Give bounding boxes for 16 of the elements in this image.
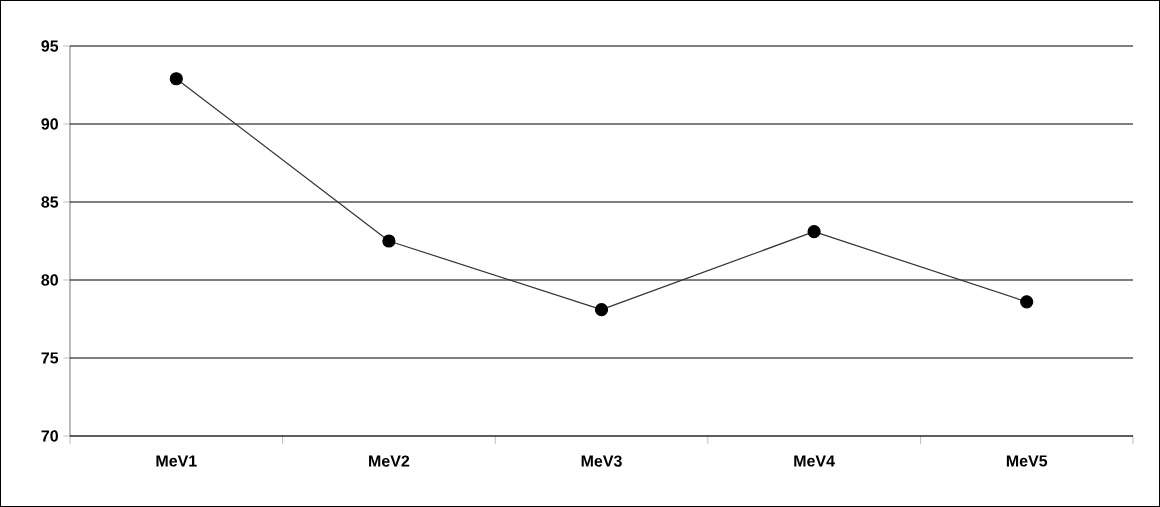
point bbox=[382, 234, 396, 248]
x-tick-label: MeV4 bbox=[794, 455, 835, 467]
point bbox=[807, 225, 821, 239]
y-tick-label: 90 bbox=[41, 118, 58, 130]
x-tick-label: MeV5 bbox=[1006, 455, 1048, 467]
x-tick-label: MeV2 bbox=[369, 455, 410, 467]
point bbox=[594, 303, 609, 317]
y-tick-label: 80 bbox=[41, 274, 58, 286]
x-tick-label: MeV3 bbox=[581, 455, 622, 467]
point bbox=[1020, 295, 1034, 309]
y-tick-label: 85 bbox=[41, 196, 59, 208]
x-tick-label: MeV1 bbox=[156, 455, 197, 467]
y-tick-label: 70 bbox=[41, 430, 58, 442]
y-tick-label: 75 bbox=[41, 352, 59, 364]
y-tick-label: 95 bbox=[41, 40, 59, 52]
point bbox=[169, 72, 183, 86]
